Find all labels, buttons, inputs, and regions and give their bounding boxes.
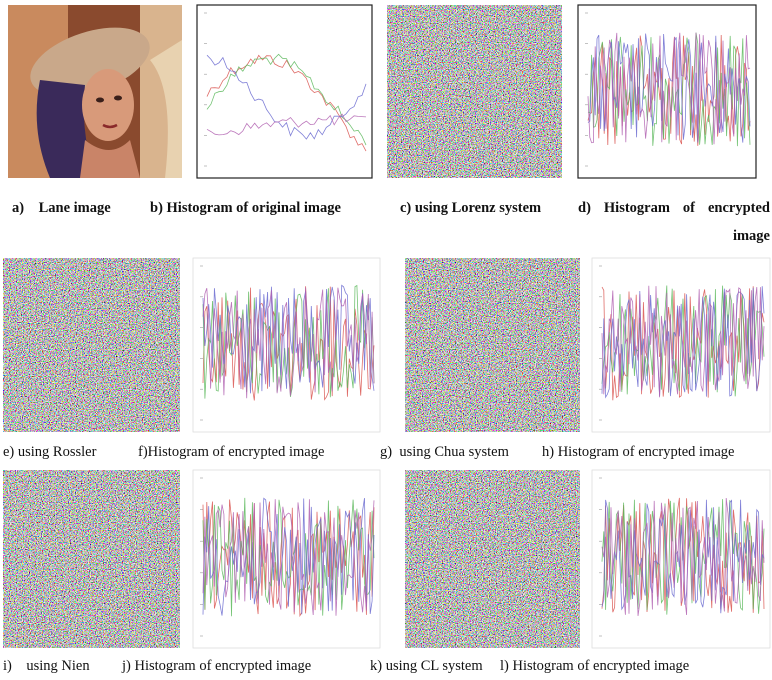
caption: a) Lane image [12, 200, 111, 217]
caption: i) using Nien [3, 658, 90, 675]
encrypted-image [405, 258, 580, 432]
caption: l) Histogram of encrypted image [500, 658, 689, 675]
figure-art [0, 0, 772, 680]
lena-image [8, 5, 182, 178]
encrypted-image [387, 5, 562, 178]
caption: c) using Lorenz system [400, 200, 541, 217]
histogram-frame [197, 5, 372, 178]
caption: b) Histogram of original image [150, 200, 341, 217]
caption: f)Histogram of encrypted image [138, 444, 324, 461]
encrypted-image [405, 470, 580, 648]
caption: e) using Rossler [3, 444, 96, 461]
caption: k) using CL system [370, 658, 483, 675]
caption: g) using Chua system [380, 444, 509, 461]
encrypted-image [3, 258, 180, 432]
caption: h) Histogram of encrypted image [542, 444, 734, 461]
figure: a) Lane image b) Histogram of original i… [0, 0, 772, 680]
caption: j) Histogram of encrypted image [122, 658, 311, 675]
caption: d) Histogram of encrypted image [578, 194, 770, 250]
encrypted-image [3, 470, 180, 648]
